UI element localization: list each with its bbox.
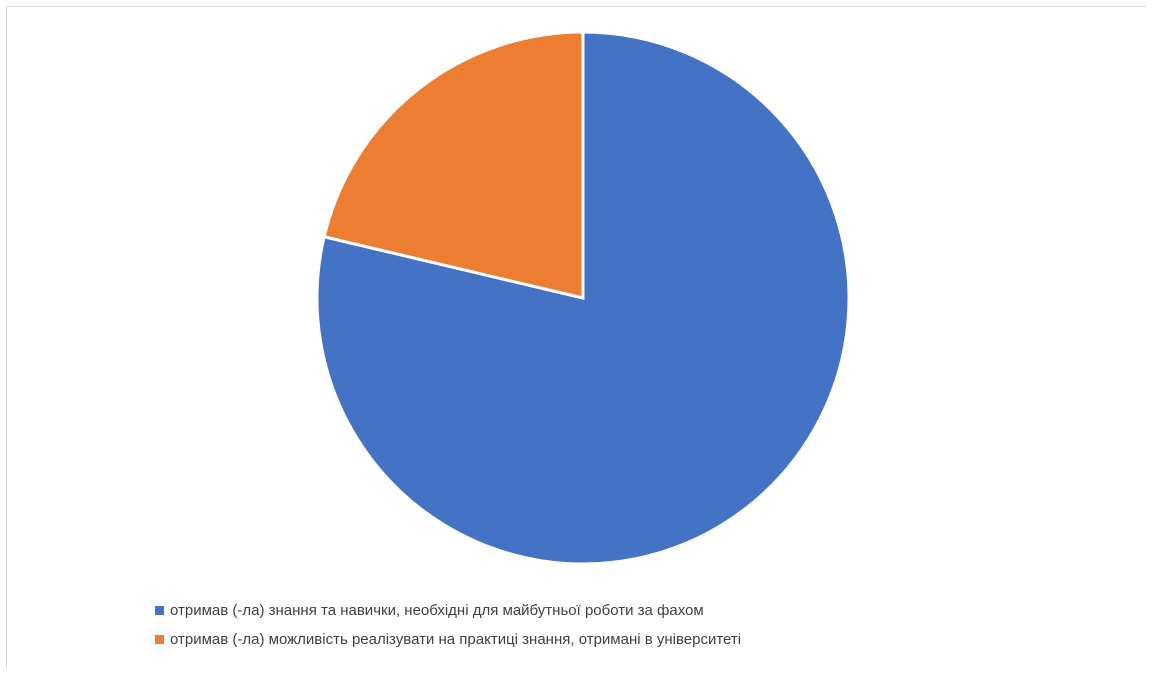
legend: отримав (-ла) знання та навички, необхід… [155,596,741,654]
legend-item-knowledge: отримав (-ла) знання та навички, необхід… [155,596,741,625]
pie-slices [315,30,851,566]
legend-label-practice: отримав (-ла) можливість реалізувати на … [170,631,742,648]
legend-swatch-blue [155,606,164,615]
pie-chart [315,30,851,566]
legend-swatch-orange [155,635,164,644]
legend-item-practice: отримав (-ла) можливість реалізувати на … [155,625,741,654]
pie-slice-practice [322,30,585,300]
legend-label-knowledge: отримав (-ла) знання та навички, необхід… [170,602,704,619]
